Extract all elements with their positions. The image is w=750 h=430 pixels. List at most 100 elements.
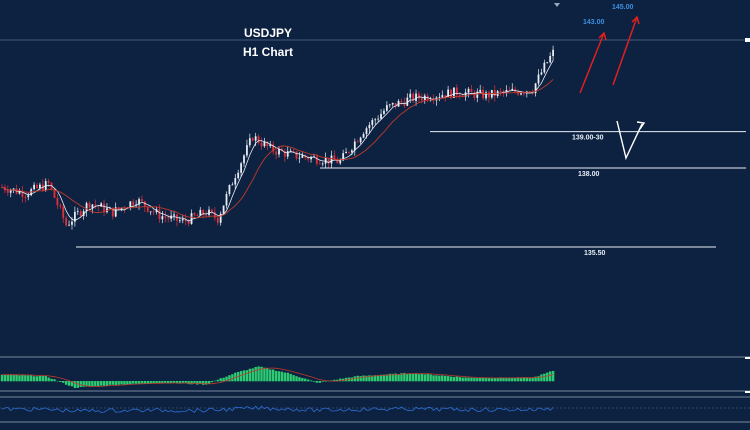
histogram-bar xyxy=(111,381,114,385)
candle xyxy=(251,137,254,142)
histogram-bar xyxy=(271,369,275,382)
histogram-bar xyxy=(441,375,444,382)
candle xyxy=(176,213,178,227)
candle xyxy=(193,212,196,217)
histogram-bar xyxy=(196,381,199,385)
histogram-bar xyxy=(117,381,120,385)
candle xyxy=(216,216,219,226)
candle xyxy=(415,89,417,106)
histogram-bar xyxy=(280,371,284,382)
histogram-bar xyxy=(73,381,77,389)
candle xyxy=(33,182,35,191)
histogram-bar xyxy=(444,375,447,382)
histogram-bar xyxy=(85,381,88,387)
candle xyxy=(272,141,275,155)
histogram-bar xyxy=(449,376,453,382)
histogram-bar xyxy=(184,381,187,384)
candle xyxy=(208,206,210,218)
candle xyxy=(467,87,470,98)
histogram-bar xyxy=(350,377,354,382)
candle xyxy=(149,211,152,216)
moving-average-line xyxy=(1,79,554,219)
chart-subtitle: H1 Chart xyxy=(243,45,293,59)
histogram-bar xyxy=(376,375,380,382)
candle xyxy=(505,85,508,97)
candle xyxy=(65,215,68,227)
histogram-bar xyxy=(336,379,339,382)
histogram-bar xyxy=(79,381,82,387)
histogram-bar xyxy=(219,378,222,382)
histogram-bar xyxy=(82,381,85,387)
histogram-bar xyxy=(540,374,543,382)
histogram-bar xyxy=(64,381,68,385)
level-label: 139.00-30 xyxy=(572,135,604,142)
histogram-bar xyxy=(508,377,511,382)
candle xyxy=(476,88,479,103)
candle xyxy=(482,86,485,100)
candle xyxy=(6,185,9,197)
candle xyxy=(240,161,242,177)
histogram-bar xyxy=(263,367,266,382)
histogram-bar xyxy=(24,375,27,382)
candle xyxy=(406,93,409,107)
histogram-bar xyxy=(213,380,217,382)
candle xyxy=(205,210,208,217)
histogram-bar xyxy=(371,375,374,382)
candle xyxy=(391,102,394,107)
histogram-bar xyxy=(21,374,24,382)
candle xyxy=(170,210,173,222)
candle xyxy=(141,195,143,203)
candle xyxy=(234,173,237,190)
candle xyxy=(187,219,190,227)
histogram-bar xyxy=(29,375,33,382)
histogram-bar xyxy=(455,376,459,382)
histogram-bar xyxy=(505,378,508,382)
histogram-bar xyxy=(27,375,30,382)
histogram-bar xyxy=(283,372,287,382)
v-pattern-arrow xyxy=(616,120,643,161)
candle xyxy=(27,192,30,201)
candle xyxy=(333,150,336,161)
moving-average-line xyxy=(1,60,554,222)
histogram-bar xyxy=(359,376,362,382)
histogram-bar xyxy=(239,371,243,382)
histogram-bar xyxy=(461,377,464,382)
candle xyxy=(73,206,76,227)
moving-averages-layer xyxy=(1,60,554,222)
histogram-bar xyxy=(274,370,278,382)
histogram-bar xyxy=(417,374,421,382)
histogram-bar xyxy=(242,370,246,382)
histogram-bar xyxy=(137,381,141,384)
candle xyxy=(129,201,132,211)
candle xyxy=(219,211,222,226)
candle xyxy=(41,179,44,192)
histogram-bar xyxy=(222,377,225,382)
candle xyxy=(508,86,511,91)
candle xyxy=(377,115,380,122)
candle xyxy=(222,205,225,215)
candle xyxy=(295,151,298,161)
histogram-bar xyxy=(400,373,403,382)
histogram-bar xyxy=(225,376,228,382)
histogram-bar xyxy=(374,375,377,382)
histogram-bar xyxy=(123,381,126,385)
candle xyxy=(181,214,184,224)
candle xyxy=(479,84,482,94)
histogram-bar xyxy=(91,381,94,387)
histogram-bar xyxy=(18,375,21,382)
candle xyxy=(173,210,175,221)
histogram-bar xyxy=(324,381,327,382)
histogram-bar xyxy=(292,375,295,382)
histogram-bar xyxy=(476,378,479,382)
candle xyxy=(135,200,138,208)
histogram-bar xyxy=(35,376,39,382)
histogram-bar xyxy=(309,380,313,382)
histogram-bar xyxy=(102,381,106,386)
histogram-bar xyxy=(152,381,155,384)
histogram-bar xyxy=(172,381,176,383)
histogram-bar xyxy=(411,373,415,382)
candle xyxy=(310,155,312,163)
histogram-bar xyxy=(94,381,97,387)
histogram-bar xyxy=(478,377,482,382)
histogram-bar xyxy=(368,375,371,382)
